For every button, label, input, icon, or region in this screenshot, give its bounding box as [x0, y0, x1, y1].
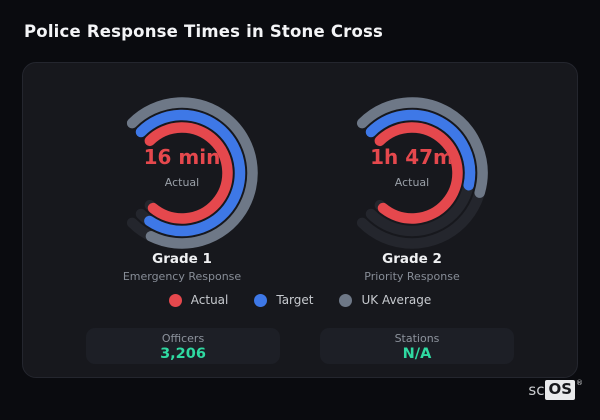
- legend-dot-actual-icon: [168, 293, 182, 307]
- gauge-grade-1: 16 min Actual Grade 1 Emergency Response: [72, 93, 292, 283]
- stat-officers-label: Officers: [161, 332, 205, 345]
- legend-item-uk-average[interactable]: UK Average: [339, 293, 431, 307]
- gauge-grade-2-title: Grade 2: [382, 251, 442, 267]
- gauge-grade-1-center: 16 min Actual: [102, 145, 262, 189]
- radial-bar-chart-grade-1: [126, 97, 258, 249]
- legend-label-target: Target: [276, 293, 314, 307]
- scos-logo-box: OS: [545, 380, 575, 400]
- gauge-grade-2-caption: Actual: [394, 176, 430, 189]
- legend-dot-uk-average-icon: [339, 293, 353, 307]
- gauge-grade-1-caption: Actual: [164, 176, 200, 189]
- gauge-grade-2-value: 1h 47m: [370, 145, 454, 169]
- registered-trademark-icon: ®: [576, 379, 583, 387]
- legend-dot-target-icon: [254, 293, 268, 307]
- legend-item-actual[interactable]: Actual: [168, 293, 229, 307]
- gauge-grade-1-value: 16 min: [143, 145, 221, 169]
- page-title: Police Response Times in Stone Cross: [24, 22, 384, 41]
- chart-legend: Actual Target UK Average: [23, 293, 577, 307]
- stat-box-stations: Stations N/A: [320, 328, 514, 364]
- stat-box-officers: Officers 3,206: [86, 328, 280, 364]
- gauge-grade-1-title: Grade 1: [152, 251, 212, 267]
- gauge-grade-1-chart: 16 min Actual: [102, 93, 262, 253]
- scos-logo-prefix: sc: [528, 381, 545, 399]
- legend-label-uk-average: UK Average: [361, 293, 432, 307]
- scos-logo: sc OS ®: [528, 380, 583, 400]
- gauge-grade-2-subtitle: Priority Response: [364, 270, 460, 283]
- gauge-grade-1-subtitle: Emergency Response: [122, 270, 242, 283]
- gauge-grade-2-chart: 1h 47m Actual: [332, 93, 492, 253]
- stat-officers-value: 3,206: [160, 346, 206, 362]
- stats-row: Officers 3,206 Stations N/A: [23, 328, 577, 364]
- gauge-grade-2: 1h 47m Actual Grade 2 Priority Response: [302, 93, 522, 283]
- legend-label-actual: Actual: [190, 293, 229, 307]
- stat-stations-value: N/A: [402, 346, 432, 362]
- stat-stations-label: Stations: [394, 332, 440, 345]
- gauge-grade-2-center: 1h 47m Actual: [332, 145, 492, 189]
- radial-bar-chart-grade-2: [356, 97, 488, 249]
- legend-item-target[interactable]: Target: [254, 293, 313, 307]
- response-times-card: 16 min Actual Grade 1 Emergency Response…: [22, 62, 578, 378]
